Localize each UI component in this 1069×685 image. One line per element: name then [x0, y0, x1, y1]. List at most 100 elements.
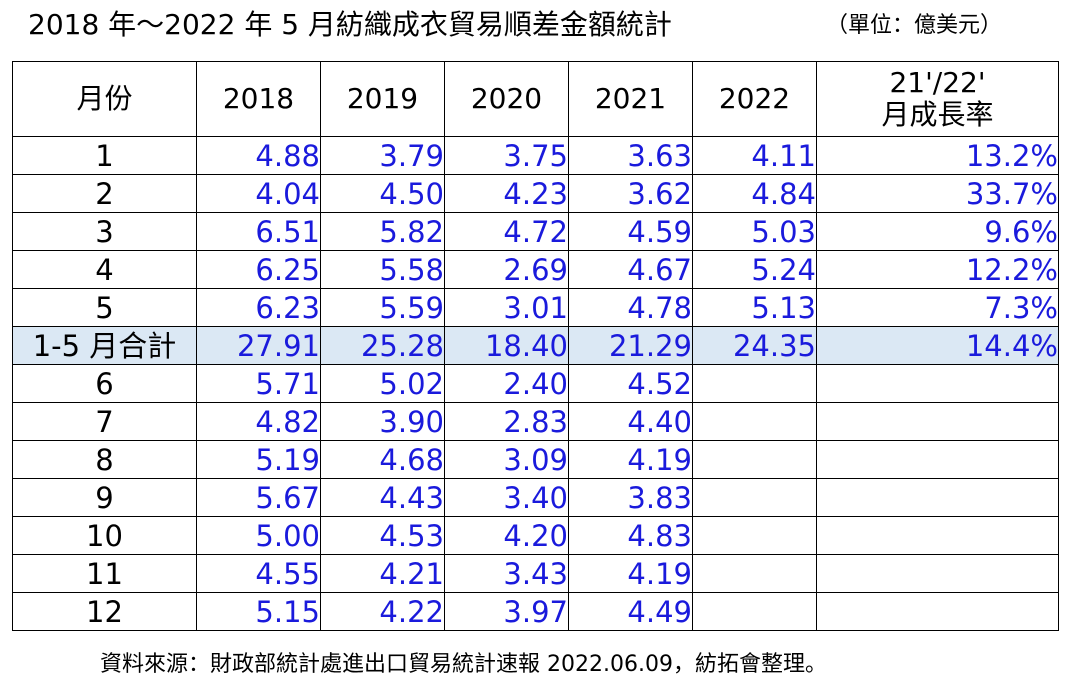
value-cell-2020: 3.01 [444, 288, 569, 327]
header-2018: 2018 [196, 61, 321, 137]
month-cell: 8 [12, 440, 197, 479]
value-cell-2021: 4.40 [568, 402, 693, 441]
value-cell-2022: 4.84 [692, 174, 817, 213]
value-cell-2018: 6.25 [196, 250, 321, 289]
value-cell-2020: 3.43 [444, 554, 569, 593]
table-row: 9 5.67 4.43 3.40 3.83 [12, 478, 1059, 517]
value-cell-2019: 3.79 [320, 136, 445, 175]
table-row: 7 4.82 3.90 2.83 4.40 [12, 402, 1059, 441]
month-cell: 5 [12, 288, 197, 327]
value-cell-2019: 4.22 [320, 592, 445, 631]
header-growth-label: 月成長率 [881, 98, 994, 131]
value-cell-2019: 5.02 [320, 364, 445, 403]
header-growth: 21'/22' 月成長率 [816, 61, 1059, 137]
value-cell-2021: 4.19 [568, 554, 693, 593]
value-cell-2019: 4.68 [320, 440, 445, 479]
value-cell-2021: 3.83 [568, 478, 693, 517]
value-cell-2022: 5.24 [692, 250, 817, 289]
value-cell-2018: 5.19 [196, 440, 321, 479]
header-growth-period: 21'/22' [889, 66, 986, 99]
growth-cell: 7.3% [816, 288, 1059, 327]
table-row: 11 4.55 4.21 3.43 4.19 [12, 554, 1059, 593]
value-cell-2019: 4.43 [320, 478, 445, 517]
value-cell-2019: 4.21 [320, 554, 445, 593]
value-cell-2022 [692, 402, 817, 441]
month-cell: 1 [12, 136, 197, 175]
month-cell: 6 [12, 364, 197, 403]
growth-cell: 9.6% [816, 212, 1059, 251]
table-row: 3 6.51 5.82 4.72 4.59 5.03 9.6% [12, 212, 1059, 251]
growth-cell: 33.7% [816, 174, 1059, 213]
value-cell-2020: 2.40 [444, 364, 569, 403]
value-cell-2020: 4.72 [444, 212, 569, 251]
header-2021: 2021 [568, 61, 693, 137]
value-cell-2021: 4.19 [568, 440, 693, 479]
header-row: 月份 2018 2019 2020 2021 2022 21'/22' 月成長率 [12, 61, 1059, 137]
month-cell: 7 [12, 402, 197, 441]
value-cell-2018: 5.71 [196, 364, 321, 403]
value-cell-2020: 3.97 [444, 592, 569, 631]
value-cell-2022 [692, 478, 817, 517]
value-cell-2021: 4.52 [568, 364, 693, 403]
table-body: 1 4.88 3.79 3.75 3.63 4.11 13.2% 2 4.04 4.50 4.23 3… [12, 136, 1059, 631]
value-cell-2020: 18.40 [444, 326, 569, 365]
value-cell-2022 [692, 364, 817, 403]
value-cell-2020: 3.75 [444, 136, 569, 175]
table-row: 12 5.15 4.22 3.97 4.49 [12, 592, 1059, 631]
value-cell-2022: 4.11 [692, 136, 817, 175]
month-cell: 9 [12, 478, 197, 517]
header-2020: 2020 [444, 61, 569, 137]
value-cell-2020: 2.69 [444, 250, 569, 289]
growth-cell [816, 478, 1059, 517]
value-cell-2018: 6.51 [196, 212, 321, 251]
header-month: 月份 [12, 61, 197, 137]
value-cell-2019: 5.58 [320, 250, 445, 289]
value-cell-2018: 4.88 [196, 136, 321, 175]
value-cell-2021: 3.62 [568, 174, 693, 213]
value-cell-2020: 4.23 [444, 174, 569, 213]
value-cell-2022 [692, 440, 817, 479]
value-cell-2019: 5.59 [320, 288, 445, 327]
value-cell-2022: 5.03 [692, 212, 817, 251]
unit-label: （單位：億美元） [826, 13, 1003, 38]
value-cell-2021: 4.59 [568, 212, 693, 251]
value-cell-2020: 2.83 [444, 402, 569, 441]
growth-cell [816, 364, 1059, 403]
value-cell-2022 [692, 592, 817, 631]
value-cell-2022 [692, 554, 817, 593]
table-row: 5 6.23 5.59 3.01 4.78 5.13 7.3% [12, 288, 1059, 327]
value-cell-2021: 21.29 [568, 326, 693, 365]
month-cell: 11 [12, 554, 197, 593]
page-title: 2018 年～2022 年 5 月紡織成衣貿易順差金額統計 [28, 8, 672, 41]
value-cell-2018: 5.00 [196, 516, 321, 555]
growth-cell: 12.2% [816, 250, 1059, 289]
month-cell: 1-5 月合計 [12, 326, 197, 365]
growth-cell [816, 440, 1059, 479]
source-note: 資料來源：財政部統計處進出口貿易統計速報 2022.06.09，紡拓會整理。 [100, 652, 827, 677]
growth-cell: 14.4% [816, 326, 1059, 365]
value-cell-2018: 27.91 [196, 326, 321, 365]
month-cell: 3 [12, 212, 197, 251]
value-cell-2022 [692, 516, 817, 555]
value-cell-2022: 5.13 [692, 288, 817, 327]
value-cell-2019: 4.53 [320, 516, 445, 555]
growth-cell [816, 402, 1059, 441]
value-cell-2019: 5.82 [320, 212, 445, 251]
value-cell-2018: 4.55 [196, 554, 321, 593]
value-cell-2021: 3.63 [568, 136, 693, 175]
table-row: 2 4.04 4.50 4.23 3.62 4.84 33.7% [12, 174, 1059, 213]
table-row: 6 5.71 5.02 2.40 4.52 [12, 364, 1059, 403]
value-cell-2018: 5.15 [196, 592, 321, 631]
value-cell-2020: 3.40 [444, 478, 569, 517]
value-cell-2021: 4.78 [568, 288, 693, 327]
header-2022: 2022 [692, 61, 817, 137]
table-row: 1 4.88 3.79 3.75 3.63 4.11 13.2% [12, 136, 1059, 175]
month-cell: 12 [12, 592, 197, 631]
value-cell-2019: 25.28 [320, 326, 445, 365]
value-cell-2020: 4.20 [444, 516, 569, 555]
value-cell-2021: 4.49 [568, 592, 693, 631]
value-cell-2018: 5.67 [196, 478, 321, 517]
table-row: 4 6.25 5.58 2.69 4.67 5.24 12.2% [12, 250, 1059, 289]
total-row: 1-5 月合計 27.91 25.28 18.40 21.29 24.35 14.4% [12, 326, 1059, 365]
table-row: 8 5.19 4.68 3.09 4.19 [12, 440, 1059, 479]
